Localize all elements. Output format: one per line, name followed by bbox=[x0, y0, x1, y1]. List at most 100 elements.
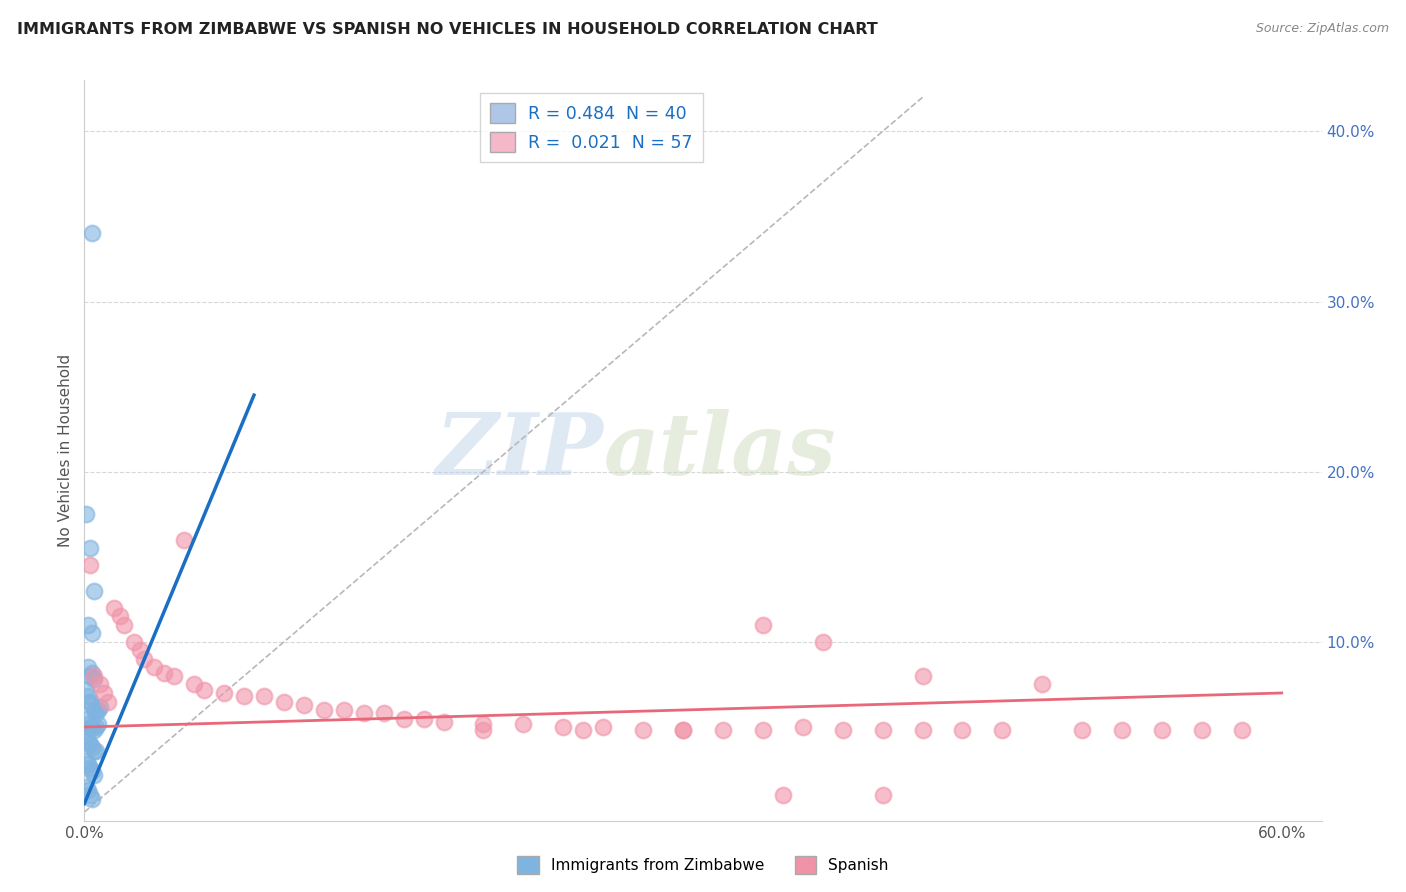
Point bbox=[79, 737, 101, 751]
Point bbox=[129, 643, 152, 657]
Point bbox=[75, 729, 97, 743]
Point bbox=[77, 783, 100, 797]
Point bbox=[1150, 723, 1173, 738]
Point bbox=[79, 541, 101, 556]
Point bbox=[472, 716, 495, 731]
Point bbox=[77, 716, 100, 731]
Point bbox=[77, 660, 100, 674]
Point bbox=[273, 694, 295, 708]
Point bbox=[83, 583, 105, 598]
Point bbox=[472, 723, 495, 738]
Point bbox=[173, 533, 195, 547]
Point bbox=[353, 706, 375, 721]
Point bbox=[75, 754, 97, 768]
Point bbox=[292, 698, 315, 712]
Point bbox=[112, 618, 135, 632]
Point bbox=[82, 227, 104, 241]
Point bbox=[87, 716, 110, 731]
Point bbox=[79, 761, 101, 775]
Point bbox=[86, 706, 108, 721]
Point bbox=[110, 609, 132, 624]
Point bbox=[82, 698, 104, 712]
Point bbox=[572, 723, 595, 738]
Point bbox=[83, 673, 105, 687]
Point bbox=[83, 723, 105, 738]
Point bbox=[711, 723, 734, 738]
Point bbox=[872, 723, 894, 738]
Point bbox=[752, 618, 775, 632]
Point bbox=[77, 757, 100, 772]
Point bbox=[87, 703, 110, 717]
Point bbox=[193, 682, 215, 697]
Point bbox=[79, 788, 101, 802]
Text: IMMIGRANTS FROM ZIMBABWE VS SPANISH NO VEHICLES IN HOUSEHOLD CORRELATION CHART: IMMIGRANTS FROM ZIMBABWE VS SPANISH NO V… bbox=[17, 22, 877, 37]
Text: atlas: atlas bbox=[605, 409, 837, 492]
Point bbox=[86, 720, 108, 734]
Point bbox=[82, 764, 104, 779]
Point bbox=[75, 682, 97, 697]
Point bbox=[82, 740, 104, 755]
Point bbox=[79, 720, 101, 734]
Point bbox=[212, 686, 235, 700]
Point bbox=[911, 723, 934, 738]
Point bbox=[432, 714, 454, 729]
Point bbox=[75, 780, 97, 794]
Point bbox=[333, 703, 356, 717]
Point bbox=[97, 694, 120, 708]
Point bbox=[143, 660, 166, 674]
Point bbox=[89, 699, 111, 714]
Point bbox=[83, 744, 105, 758]
Point bbox=[183, 677, 205, 691]
Point bbox=[82, 720, 104, 734]
Point bbox=[93, 686, 115, 700]
Point bbox=[82, 626, 104, 640]
Point bbox=[75, 508, 97, 522]
Point bbox=[952, 723, 974, 738]
Point bbox=[792, 720, 814, 734]
Point bbox=[831, 723, 853, 738]
Point bbox=[592, 720, 614, 734]
Point bbox=[672, 723, 695, 738]
Point bbox=[79, 694, 101, 708]
Point bbox=[1071, 723, 1094, 738]
Point bbox=[83, 703, 105, 717]
Text: Source: ZipAtlas.com: Source: ZipAtlas.com bbox=[1256, 22, 1389, 36]
Point bbox=[253, 690, 276, 704]
Point bbox=[1191, 723, 1213, 738]
Point bbox=[312, 703, 335, 717]
Point bbox=[103, 600, 125, 615]
Point bbox=[772, 788, 794, 802]
Point bbox=[672, 723, 695, 738]
Point bbox=[1111, 723, 1133, 738]
Point bbox=[233, 690, 256, 704]
Point bbox=[77, 690, 100, 704]
Point bbox=[373, 706, 395, 721]
Point bbox=[79, 669, 101, 683]
Point bbox=[553, 720, 575, 734]
Point bbox=[163, 669, 186, 683]
Point bbox=[752, 723, 775, 738]
Y-axis label: No Vehicles in Household: No Vehicles in Household bbox=[58, 354, 73, 547]
Point bbox=[631, 723, 654, 738]
Point bbox=[153, 665, 176, 680]
Point bbox=[77, 618, 100, 632]
Text: ZIP: ZIP bbox=[436, 409, 605, 492]
Point bbox=[77, 733, 100, 747]
Point bbox=[872, 788, 894, 802]
Point bbox=[392, 712, 415, 726]
Point bbox=[122, 635, 145, 649]
Point bbox=[911, 669, 934, 683]
Point bbox=[512, 716, 534, 731]
Point bbox=[83, 669, 105, 683]
Legend: R = 0.484  N = 40, R =  0.021  N = 57: R = 0.484 N = 40, R = 0.021 N = 57 bbox=[479, 93, 703, 162]
Point bbox=[82, 791, 104, 805]
Point bbox=[412, 712, 434, 726]
Point bbox=[79, 558, 101, 573]
Point bbox=[75, 712, 97, 726]
Point bbox=[991, 723, 1014, 738]
Point bbox=[1031, 677, 1053, 691]
Point bbox=[811, 635, 834, 649]
Point bbox=[83, 767, 105, 781]
Point bbox=[134, 652, 156, 666]
Point bbox=[89, 677, 111, 691]
